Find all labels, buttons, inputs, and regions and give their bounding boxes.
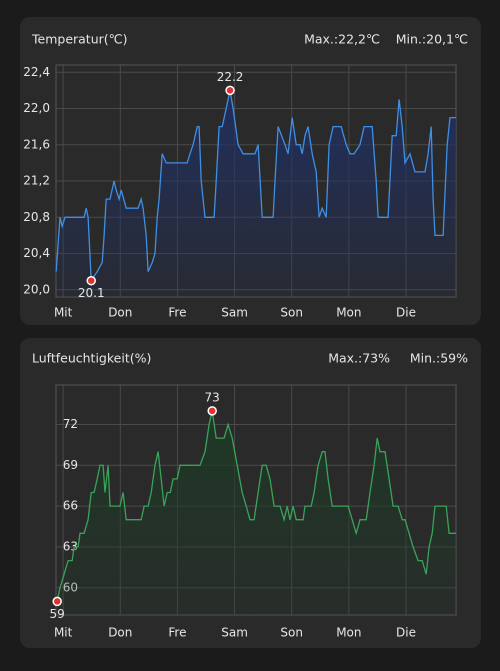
area <box>57 410 456 615</box>
chart-title: Luftfeuchtigkeit(%) <box>32 351 151 366</box>
x-tick-label: Son <box>280 626 303 640</box>
min-label: Min.:59% <box>410 351 468 366</box>
min-label: Min.:20,1℃ <box>396 32 468 47</box>
x-tick-label: Sam <box>221 306 248 320</box>
x-tick-label: Son <box>280 306 303 320</box>
line <box>56 410 456 602</box>
x-tick-label: Sam <box>221 626 248 640</box>
x-tick-label: Fre <box>168 626 186 640</box>
y-tick-label: 66 <box>63 499 78 513</box>
annotation-label: 22.2 <box>217 70 244 84</box>
x-tick-label: Fre <box>168 306 186 320</box>
chart-title: Temperatur(℃) <box>31 32 128 47</box>
annotation-label: 59 <box>50 607 65 621</box>
annotation-marker <box>86 275 96 286</box>
x-tick-label: Don <box>108 626 132 640</box>
x-tick-label: Don <box>108 306 132 320</box>
annotation-label: 73 <box>205 390 220 404</box>
y-tick-label: 20,4 <box>23 246 50 260</box>
annotation-label: 20.1 <box>78 286 105 300</box>
y-tick-label: 20,8 <box>23 210 50 224</box>
y-tick-label: 72 <box>63 417 78 431</box>
y-tick-label: 21,2 <box>23 174 50 188</box>
x-tick-label: Die <box>396 306 416 320</box>
y-tick-label: 69 <box>63 458 78 472</box>
x-tick-label: Mon <box>336 626 361 640</box>
annotation-marker <box>207 406 217 416</box>
x-tick-label: Die <box>396 626 416 640</box>
annotation-marker <box>52 596 62 607</box>
y-tick-label: 21,6 <box>23 137 50 151</box>
annotation-marker <box>225 85 235 96</box>
max-label: Max.:22,2℃ <box>304 32 380 47</box>
max-label: Max.:73% <box>328 351 390 366</box>
area <box>56 90 456 298</box>
x-tick-label: Mit <box>54 626 73 640</box>
x-tick-label: Mon <box>336 306 361 320</box>
y-tick-label: 22,4 <box>23 65 50 79</box>
line <box>55 90 456 283</box>
x-tick-label: Mit <box>54 306 73 320</box>
y-tick-label: 22,0 <box>23 101 50 115</box>
y-tick-label: 20,0 <box>23 282 50 296</box>
